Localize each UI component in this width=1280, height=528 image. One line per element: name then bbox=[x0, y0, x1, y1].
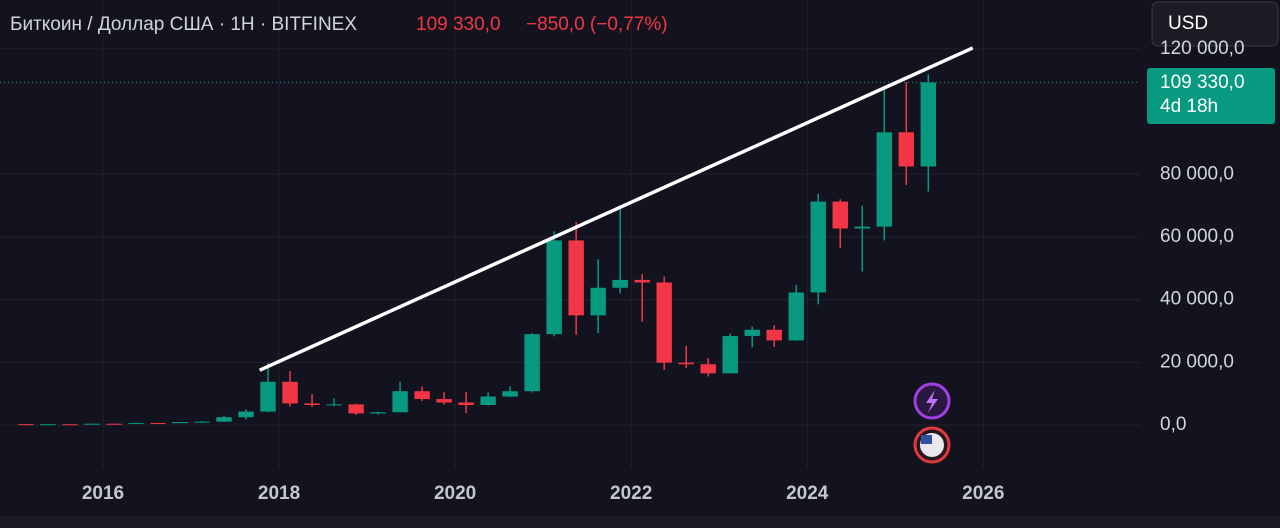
candle-body bbox=[304, 403, 320, 405]
candle-body bbox=[150, 422, 166, 424]
candle-body bbox=[260, 381, 276, 412]
candle-body bbox=[766, 329, 782, 341]
candle-body bbox=[678, 362, 694, 365]
candle-body bbox=[744, 329, 760, 337]
y-tick-label: 20 000,0 bbox=[1160, 351, 1234, 372]
price-tag-value: 109 330,0 bbox=[1160, 72, 1245, 93]
countdown: 4d 18h bbox=[1160, 96, 1218, 117]
candle-body bbox=[392, 391, 408, 413]
price-change: −850,0 (−0,77%) bbox=[526, 14, 668, 35]
candle-body bbox=[348, 404, 364, 414]
candle-body bbox=[612, 279, 628, 288]
currency-label[interactable]: USD bbox=[1168, 13, 1208, 34]
candle-body bbox=[590, 287, 606, 316]
candle-body bbox=[18, 424, 34, 426]
bottom-bar bbox=[0, 516, 1280, 528]
candle-body bbox=[810, 201, 826, 293]
trend-line bbox=[258, 46, 974, 372]
y-tick-label: 120 000,0 bbox=[1160, 38, 1245, 59]
candle-body bbox=[480, 396, 496, 405]
candle-body bbox=[700, 364, 716, 374]
candle-body bbox=[106, 423, 122, 425]
candle-body bbox=[788, 292, 804, 341]
candle-body bbox=[216, 417, 232, 422]
x-tick-label: 2016 bbox=[82, 483, 124, 504]
candle-body bbox=[656, 282, 672, 363]
candle-body bbox=[370, 412, 386, 414]
plot-area bbox=[0, 0, 1140, 468]
candle-body bbox=[238, 411, 254, 418]
candle-body bbox=[568, 240, 584, 316]
candle-body bbox=[722, 336, 738, 374]
candle-body bbox=[876, 132, 892, 227]
candle-body bbox=[414, 391, 430, 400]
candle-body bbox=[62, 424, 78, 426]
candle-body bbox=[282, 381, 298, 404]
y-tick-label: 60 000,0 bbox=[1160, 226, 1234, 247]
lightning-icon bbox=[926, 390, 938, 413]
candle-body bbox=[920, 82, 936, 167]
candle-body bbox=[436, 399, 452, 403]
price-tag bbox=[1147, 68, 1275, 124]
chart-title: Биткоин / Доллар США · 1Н · BITFINEX bbox=[10, 14, 357, 35]
candle-body bbox=[194, 421, 210, 423]
y-tick-label: 40 000,0 bbox=[1160, 289, 1234, 310]
candle-body bbox=[458, 402, 474, 405]
x-tick-label: 2022 bbox=[610, 483, 652, 504]
currency-button[interactable] bbox=[1151, 1, 1279, 47]
candle-body bbox=[40, 424, 56, 426]
flag-canton bbox=[921, 435, 932, 444]
candle-body bbox=[172, 422, 188, 424]
x-tick-label: 2024 bbox=[786, 483, 829, 504]
x-tick-label: 2018 bbox=[258, 483, 300, 504]
candle-body bbox=[546, 240, 562, 335]
candle-body bbox=[634, 279, 650, 283]
x-tick-label: 2026 bbox=[962, 483, 1004, 504]
candle-body bbox=[128, 422, 144, 424]
y-tick-label: 80 000,0 bbox=[1160, 163, 1234, 184]
candle-body bbox=[502, 391, 518, 397]
x-tick-label: 2020 bbox=[434, 483, 476, 504]
candle-body bbox=[326, 404, 342, 406]
last-price: 109 330,0 bbox=[416, 14, 501, 35]
candle-body bbox=[832, 201, 848, 229]
candle-body bbox=[84, 423, 100, 425]
candle-body bbox=[524, 334, 540, 392]
candle-body bbox=[898, 132, 914, 167]
y-tick-label: 0,0 bbox=[1160, 414, 1186, 435]
candle-body bbox=[854, 226, 870, 229]
